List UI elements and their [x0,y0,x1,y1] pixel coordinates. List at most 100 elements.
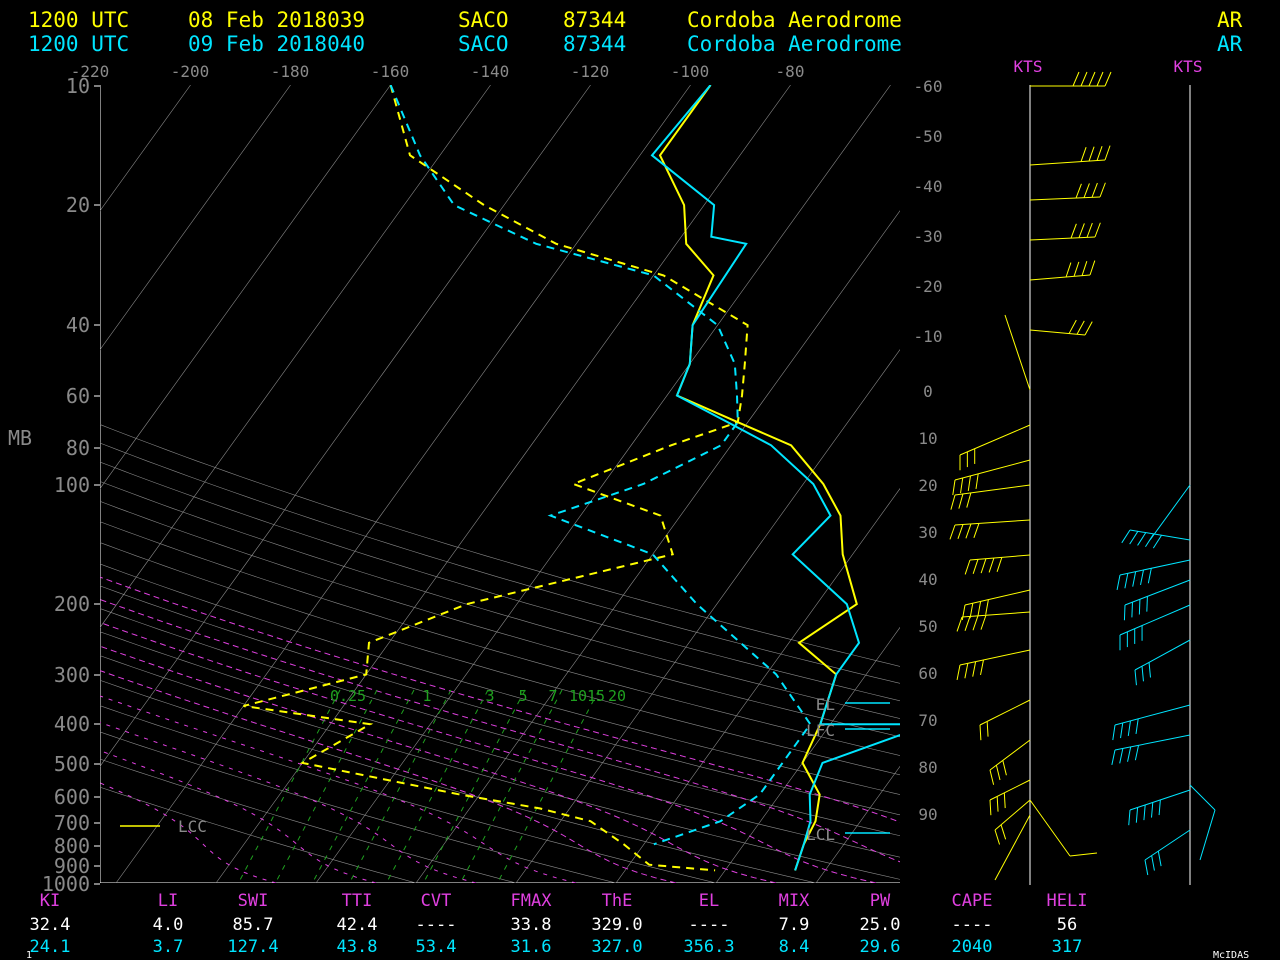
theta-tick-label: -220 [71,62,110,81]
dry-adiabat-line [100,631,900,858]
temp-tick-label: -20 [914,277,943,296]
pressure-tick-label: 200 [54,592,90,616]
mixing-ratio-line [498,689,600,881]
wind-barb-feather [979,724,982,741]
mixing-ratio-label: 20 [608,687,626,705]
wind-barb [1129,529,1191,541]
wind-barb-feather [960,477,964,494]
wind-barb-feather [1081,261,1088,276]
stats-header: CAPE [952,891,993,911]
wind-barb-feather [1080,147,1087,162]
wind-barb [1144,829,1191,861]
wind-barb-feather [1141,666,1144,682]
wind-barb-yellow-low [1004,314,1031,391]
wind-barb [959,649,1031,666]
temp-tick-label: 40 [918,570,937,589]
temp-tick-label: 50 [918,617,937,636]
wind-barb-feather [1158,799,1161,816]
wind-barb-feather [961,604,966,621]
pressure-tick-label: 10 [66,74,90,98]
wind-barb-feather [1086,222,1093,238]
wind-barb-feather [1076,320,1085,335]
wind-barb-feather [1120,722,1124,739]
dry-adiabat-line [100,786,417,883]
stats-value: 8.4 [779,937,810,957]
stats-value: 327.0 [591,937,642,957]
wind-barb-yellow-sfc [1029,799,1071,857]
stats-header: ThE [602,891,633,911]
wind-barb-feather [1094,222,1101,238]
stats-value: 2040 [952,937,993,957]
wind-barb [961,611,1031,618]
dry-adiabat-line [100,563,900,795]
stats-value: 33.8 [511,915,552,935]
wind-barb-feather [975,473,979,489]
header-time: 1200 UTC [28,32,129,56]
wind-barb-feather [1129,531,1139,545]
temp-tick-label: 90 [918,805,937,824]
wind-barb [954,459,1031,481]
pressure-tick-label: 100 [54,473,90,497]
temp-tick-label: -30 [914,227,943,246]
isotherm-line [1016,85,1280,883]
header-date: 08 Feb 2018039 [188,8,365,32]
dry-adiabat-line [100,481,900,719]
wind-barb [1119,559,1191,576]
stats-value: 43.8 [337,937,378,957]
dry-adiabat-line [100,758,517,883]
wind-barb-feather [1116,574,1121,591]
wind-barb [969,554,1031,561]
chart-grid [100,85,1280,883]
wind-barb-feather [965,523,972,539]
wind-barb-cyan-sfc2 [1199,809,1216,861]
wind-units-label-1: KTS [1014,57,1043,76]
pressure-tick-label: 80 [66,436,90,460]
pressure-tick-label: 400 [54,712,90,736]
moist-adiabat-line [100,621,877,883]
mixing-ratio-line [239,689,341,881]
wind-barb-feather [1135,718,1139,734]
header-station-name: Cordoba Aerodrome [687,32,902,56]
stats-value: 329.0 [591,915,642,935]
wind-barb-feather [964,663,969,679]
temp-tick-label: 0 [923,382,933,401]
theta-tick-label: -100 [671,62,710,81]
wind-barb-feather [957,524,964,540]
wind-barb-feather [1099,182,1106,198]
wind-barb-feather [956,616,963,632]
wind-barb [964,589,1031,606]
pressure-tick-label: 20 [66,193,90,217]
wind-barb-feather [1070,223,1077,239]
stats-value: 3.7 [153,937,184,957]
wind-barb [1029,274,1091,281]
wind-barb-feather [949,524,956,540]
temp-tick-label: -60 [914,77,943,96]
wind-barb-feather [1072,71,1080,87]
wind-barb [1114,734,1191,751]
stats-header: KI [40,891,60,911]
wind-barb-feather [972,661,977,677]
theta-tick-label: -160 [371,62,410,81]
stats-header: PW [870,891,891,911]
stats-value: 32.4 [30,915,71,935]
theta-tick-label: -180 [271,62,310,81]
wind-barb-feather [973,523,980,538]
wind-barb-feather [996,557,1003,572]
wind-barb-feather [1151,802,1154,818]
dry-adiabat-line [100,585,900,816]
axis-labels: 0.25 1 3 5 7 10 15 2010204060801002003004005006… [8,62,943,896]
wind-barb-cyan-top [1149,484,1191,541]
stats-value: ---- [416,915,457,935]
lcc-label: LCC [178,817,207,836]
pressure-tick-label: 40 [66,313,90,337]
wind-barb-feather [1148,662,1151,678]
wind-barb [989,739,1031,771]
wind-barb-feather [1084,321,1093,336]
wind-barb-feather [986,721,989,737]
wind-barb-feather [1147,568,1152,584]
wind-barb-feather [1134,745,1140,761]
theta-tick-label: -120 [571,62,610,81]
pressure-tick-label: 600 [54,785,90,809]
moist-adiabat-line [100,670,677,883]
wind-barb-feather [1137,532,1147,546]
